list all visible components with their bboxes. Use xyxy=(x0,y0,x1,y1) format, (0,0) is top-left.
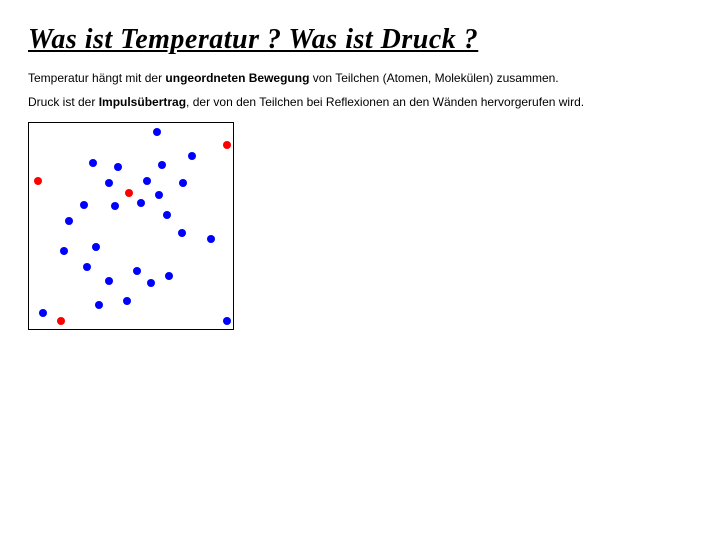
particle xyxy=(223,317,231,325)
particle xyxy=(95,301,103,309)
particle xyxy=(57,317,65,325)
desc-1-bold: ungeordneten Bewegung xyxy=(165,71,309,85)
particle xyxy=(155,191,163,199)
particle xyxy=(83,263,91,271)
particle xyxy=(114,163,122,171)
desc-line-2: Druck ist der Impulsübertrag, der von de… xyxy=(28,94,692,110)
particle xyxy=(147,279,155,287)
desc-1-post: von Teilchen (Atomen, Molekülen) zusamme… xyxy=(309,71,558,85)
particle xyxy=(80,201,88,209)
desc-line-1: Temperatur hängt mit der ungeordneten Be… xyxy=(28,70,692,86)
particle xyxy=(123,297,131,305)
particle xyxy=(111,202,119,210)
page-title: Was ist Temperatur ? Was ist Druck ? xyxy=(28,24,692,56)
particle xyxy=(158,161,166,169)
particle-simulation-box xyxy=(28,122,234,330)
particle xyxy=(165,272,173,280)
desc-1-pre: Temperatur hängt mit der xyxy=(28,71,165,85)
particle xyxy=(92,243,100,251)
desc-2-pre: Druck ist der xyxy=(28,95,99,109)
particle xyxy=(179,179,187,187)
particle xyxy=(60,247,68,255)
particle xyxy=(207,235,215,243)
particle xyxy=(143,177,151,185)
particle xyxy=(223,141,231,149)
particle xyxy=(89,159,97,167)
particle xyxy=(178,229,186,237)
particle xyxy=(153,128,161,136)
particle xyxy=(105,277,113,285)
particle xyxy=(105,179,113,187)
particle xyxy=(125,189,133,197)
desc-2-bold: Impulsübertrag xyxy=(99,95,186,109)
particle xyxy=(39,309,47,317)
particle xyxy=(34,177,42,185)
particle xyxy=(137,199,145,207)
particle xyxy=(163,211,171,219)
particle xyxy=(133,267,141,275)
particle xyxy=(188,152,196,160)
particle xyxy=(65,217,73,225)
desc-2-post: , der von den Teilchen bei Reflexionen a… xyxy=(186,95,584,109)
